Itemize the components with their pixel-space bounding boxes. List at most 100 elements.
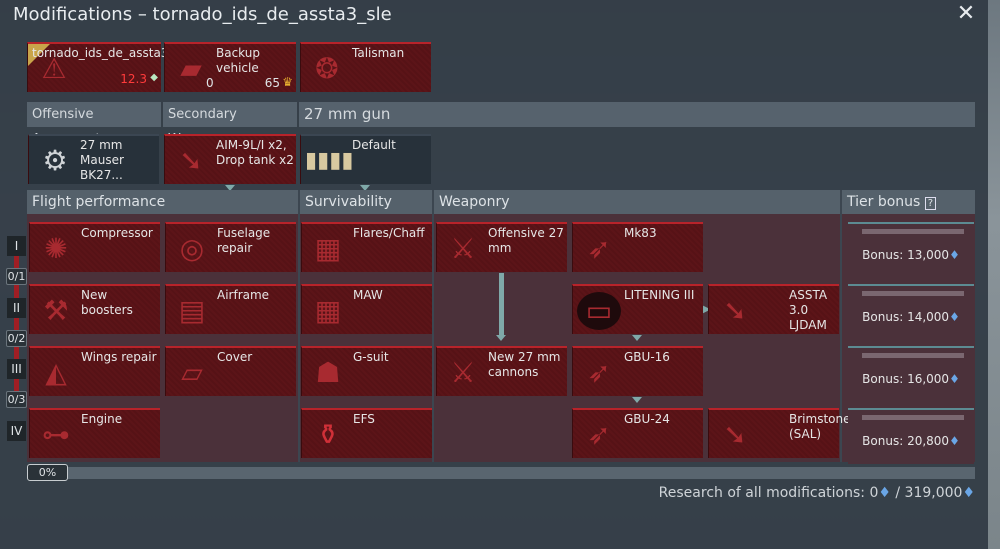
- vehicle-name: tornado_ids_de_assta3_: [32, 46, 175, 60]
- close-icon[interactable]: ✕: [956, 1, 976, 26]
- mod-wings-repair[interactable]: ◭ Wings repair: [29, 346, 160, 396]
- progress-percent: 0%: [27, 464, 68, 481]
- mod-new-27mm-cannons[interactable]: ⚔ New 27 mm cannons: [436, 346, 567, 396]
- cannon-icon: ⚙: [42, 144, 68, 177]
- mod-label: New 27 mm cannons: [488, 350, 561, 379]
- divider: [298, 190, 300, 462]
- research-label: Research of all modifications: 0: [658, 485, 879, 501]
- dropdown-arrow-icon: [360, 185, 370, 191]
- backup-vehicle-card[interactable]: ▰ Backup vehicle 0 65 ♛: [164, 42, 296, 92]
- cannon-icon: ⚔: [450, 232, 476, 265]
- research-point-icon: ♦: [962, 485, 975, 501]
- arrow-down-icon: [632, 397, 642, 403]
- wing-icon: ◭: [45, 356, 67, 389]
- mod-cover[interactable]: ▱ Cover: [165, 346, 296, 396]
- tier-bonus-3: Bonus: 16,000♦: [848, 346, 974, 402]
- tier-label-4: IV: [7, 421, 26, 441]
- research-total-value: / 319,000: [895, 485, 963, 501]
- bonus-text: Bonus: 20,800: [862, 434, 950, 448]
- arrow-right-icon: ▶: [703, 304, 711, 315]
- golden-eagle-icon: ♛: [282, 75, 293, 89]
- help-icon[interactable]: ?: [924, 197, 937, 210]
- tier-count-1: 0/1: [6, 268, 27, 285]
- bomb-icon: ➶: [587, 232, 611, 265]
- mod-label: GBU-24: [624, 412, 670, 426]
- section-tier-bonus: Tier bonus ?: [842, 190, 975, 214]
- targeting-pod-icon: ▭: [577, 292, 621, 330]
- extinguisher-icon: ⚱: [316, 418, 340, 451]
- talisman-wreath-icon: ❂: [315, 52, 339, 85]
- window-title: Modifications – tornado_ids_de_assta3_sl…: [13, 4, 392, 25]
- divider: [840, 190, 842, 462]
- mod-offensive-27mm[interactable]: ⚔ Offensive 27 mm: [436, 222, 567, 272]
- research-point-icon: ♦: [949, 434, 960, 448]
- guided-bomb-icon: ➶: [587, 356, 611, 389]
- backup-cost: 65: [264, 76, 280, 90]
- research-progress-bar: [27, 467, 975, 479]
- mod-engine[interactable]: ⊶ Engine: [29, 408, 160, 458]
- backup-cards-icon: ▰: [180, 52, 202, 85]
- ammo-belt-label: Default: [352, 138, 396, 152]
- mod-label: G-suit: [353, 350, 389, 364]
- cannon-icon: ⚔: [450, 356, 476, 389]
- mod-label: Mk83: [624, 226, 657, 240]
- mod-label: Cover: [217, 350, 253, 364]
- arrow-down-icon: [632, 335, 642, 341]
- bonus-text: Bonus: 16,000: [862, 372, 950, 386]
- talisman-card[interactable]: ❂ Talisman: [300, 42, 431, 92]
- offensive-armament-card[interactable]: ⚙ 27 mm Mauser BK27...: [28, 134, 159, 184]
- section-weaponry: Weaponry: [434, 190, 840, 214]
- offensive-armament-header: Offensive Armament: [27, 102, 161, 147]
- mod-label: Engine: [81, 412, 123, 426]
- research-point-icon: ♦: [949, 310, 960, 324]
- fuselage-icon: ◎: [179, 232, 205, 265]
- research-point-icon: ♦: [878, 485, 891, 501]
- ammo-belt-card[interactable]: ▮▮▮▮ Default: [300, 134, 431, 184]
- divider: [432, 190, 434, 462]
- boosters-icon: ⚒: [43, 294, 69, 327]
- backup-count: 0: [206, 76, 214, 90]
- mod-label: Fuselage repair: [217, 226, 271, 255]
- mod-label: New boosters: [81, 288, 133, 317]
- mod-g-suit[interactable]: ☗ G-suit: [301, 346, 432, 396]
- mod-label: Brimstone (SAL): [789, 412, 851, 441]
- mod-mk83[interactable]: ➶ Mk83: [572, 222, 703, 272]
- gun-header: 27 mm gun: [299, 102, 975, 127]
- tier-label-3: III: [7, 359, 26, 379]
- vehicle-card[interactable]: ⚠ tornado_ids_de_assta3_ 12.3 ◆: [27, 42, 174, 92]
- mod-label: LITENING III: [624, 288, 695, 302]
- mod-fuselage-repair[interactable]: ◎ Fuselage repair: [165, 222, 296, 272]
- flares-icon: ▦: [314, 232, 342, 265]
- mod-gbu-24[interactable]: ➶ GBU-24: [572, 408, 703, 458]
- bonus-progress: [862, 353, 964, 358]
- tier-count-2: 0/2: [6, 330, 27, 347]
- mod-gbu-16[interactable]: ➶ GBU-16: [572, 346, 703, 396]
- mod-assta-ljdam[interactable]: ➘ ASSTA 3.0 LJDAM: [708, 284, 839, 334]
- mod-label: Offensive 27 mm: [488, 226, 564, 255]
- cover-icon: ▱: [181, 356, 203, 389]
- mod-maw[interactable]: ▦ MAW: [301, 284, 432, 334]
- mod-compressor[interactable]: ✺ Compressor: [29, 222, 160, 272]
- tier-bonus-label: Tier bonus: [847, 194, 921, 210]
- mod-litening-iii[interactable]: ▭ LITENING III: [572, 284, 703, 334]
- mod-airframe[interactable]: ▤ Airframe: [165, 284, 296, 334]
- bonus-text: Bonus: 13,000: [862, 248, 950, 262]
- mod-brimstone[interactable]: ➘ Brimstone (SAL): [708, 408, 851, 458]
- secondary-weapons-header: Secondary Weapons: [163, 102, 297, 147]
- talisman-label: Talisman: [352, 46, 405, 60]
- secondary-weapons-card[interactable]: ➘ AIM-9L/I x2, Drop tank x2: [164, 134, 296, 184]
- mod-efs[interactable]: ⚱ EFS: [301, 408, 432, 458]
- bonus-progress: [862, 229, 964, 234]
- missile-icon: ➘: [179, 144, 203, 177]
- engine-icon: ⊶: [42, 418, 70, 451]
- mod-flares-chaff[interactable]: ▦ Flares/Chaff: [301, 222, 432, 272]
- compressor-icon: ✺: [44, 232, 68, 265]
- tier-label-2: II: [7, 298, 26, 318]
- bonus-progress: [862, 291, 964, 296]
- guided-bomb-icon: ➘: [723, 294, 747, 327]
- mod-label: MAW: [353, 288, 383, 302]
- airframe-icon: ▤: [178, 294, 206, 327]
- mod-new-boosters[interactable]: ⚒ New boosters: [29, 284, 160, 334]
- repair-cost: 12.3: [120, 72, 147, 86]
- dependency-arrow: [499, 273, 504, 335]
